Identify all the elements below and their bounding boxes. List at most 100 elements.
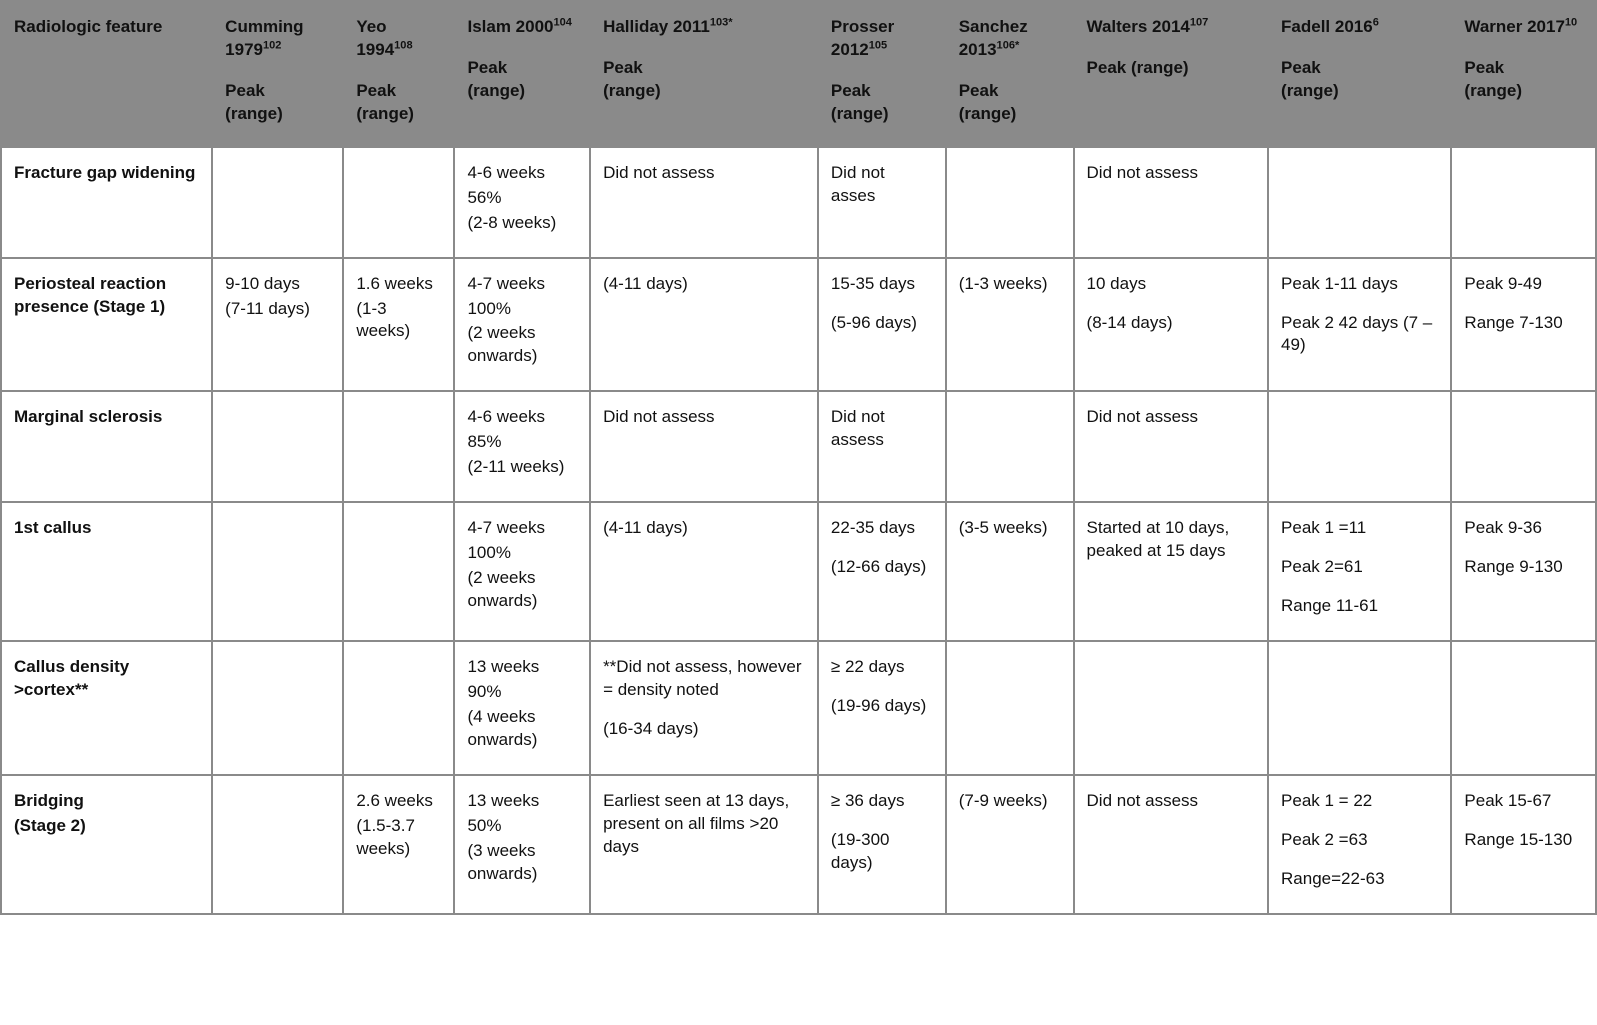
data-cell: (4-11 days) [590, 258, 818, 392]
column-subtitle: Peak (range) [959, 80, 1061, 126]
citation-superscript: 103* [710, 16, 733, 28]
data-cell: Started at 10 days, peaked at 15 days [1074, 502, 1269, 641]
data-cell: 4-7 weeks100%(2 weeks onwards) [454, 502, 590, 641]
row-label: Marginal sclerosis [1, 391, 212, 502]
table-row: Fracture gap widening 4-6 weeks56%(2-8 we… [1, 147, 1596, 258]
data-cell [212, 391, 343, 502]
column-subtitle: Peak (range) [603, 57, 805, 103]
column-subtitle: Peak (range) [1087, 57, 1256, 80]
row-label: Periosteal reaction presence (Stage 1) [1, 258, 212, 392]
column-header: Fadell 20166 Peak (range) [1268, 1, 1451, 147]
data-cell: (1-3 weeks) [946, 258, 1074, 392]
data-cell: 10 days(8-14 days) [1074, 258, 1269, 392]
data-cell: 4-7 weeks100%(2 weeks onwards) [454, 258, 590, 392]
data-cell: (7-9 weeks) [946, 775, 1074, 914]
data-cell [212, 641, 343, 775]
column-header: Halliday 2011103* Peak (range) [590, 1, 818, 147]
data-cell: 15-35 days(5-96 days) [818, 258, 946, 392]
citation-superscript: 104 [553, 16, 571, 28]
data-cell [1268, 391, 1451, 502]
data-cell: Did not assess [1074, 391, 1269, 502]
column-header: Yeo 1994108 Peak (range) [343, 1, 454, 147]
column-header: Walters 2014107 Peak (range) [1074, 1, 1269, 147]
table-row: Bridging(Stage 2) 2.6 weeks(1.5-3.7 weeks… [1, 775, 1596, 914]
data-cell: 4-6 weeks56%(2-8 weeks) [454, 147, 590, 258]
citation-superscript: 107 [1190, 16, 1208, 28]
data-cell: ≥ 22 days(19-96 days) [818, 641, 946, 775]
data-cell: 13 weeks50%(3 weeks onwards) [454, 775, 590, 914]
citation-superscript: 6 [1373, 16, 1379, 28]
data-cell: 2.6 weeks(1.5-3.7 weeks) [343, 775, 454, 914]
citation-superscript: 10 [1565, 16, 1577, 28]
column-title: Cumming 1979102 [225, 16, 330, 62]
column-title: Halliday 2011103* [603, 16, 805, 39]
column-title: Yeo 1994108 [356, 16, 441, 62]
column-title: Sanchez 2013106* [959, 16, 1061, 62]
data-cell: ≥ 36 days(19-300 days) [818, 775, 946, 914]
row-label: 1st callus [1, 502, 212, 641]
data-cell [1451, 391, 1596, 502]
table-row: Marginal sclerosis 4-6 weeks85%(2-11 week… [1, 391, 1596, 502]
column-title: Fadell 20166 [1281, 16, 1438, 39]
data-cell: Did not asses [818, 147, 946, 258]
citation-superscript: 108 [394, 39, 412, 51]
data-cell [343, 502, 454, 641]
data-cell: Did not assess [590, 147, 818, 258]
data-cell: **Did not assess, however = density note… [590, 641, 818, 775]
data-cell [946, 391, 1074, 502]
data-cell [343, 147, 454, 258]
data-cell: 1.6 weeks(1-3 weeks) [343, 258, 454, 392]
table-container: Radiologic feature Cumming 1979102 Peak (r… [0, 0, 1597, 915]
data-cell: 22-35 days (12-66 days) [818, 502, 946, 641]
column-title: Walters 2014107 [1087, 16, 1256, 39]
data-cell [1268, 641, 1451, 775]
data-cell [343, 641, 454, 775]
row-label: Bridging(Stage 2) [1, 775, 212, 914]
radiologic-feature-table: Radiologic feature Cumming 1979102 Peak (r… [0, 0, 1597, 915]
data-cell: Earliest seen at 13 days, present on all… [590, 775, 818, 914]
data-cell [946, 147, 1074, 258]
column-subtitle: Peak (range) [1464, 57, 1583, 103]
column-title: Warner 201710 [1464, 16, 1583, 39]
column-title: Radiologic feature [14, 16, 199, 39]
column-subtitle: Peak (range) [1281, 57, 1438, 103]
data-cell [212, 502, 343, 641]
citation-superscript: 105 [869, 39, 887, 51]
column-header: Cumming 1979102 Peak (range) [212, 1, 343, 147]
data-cell [1451, 641, 1596, 775]
data-cell: Peak 1-11 daysPeak 2 42 days (7 – 49) [1268, 258, 1451, 392]
row-label: Fracture gap widening [1, 147, 212, 258]
data-cell [946, 641, 1074, 775]
data-cell: Did not assess [1074, 775, 1269, 914]
table-row: Callus density >cortex** 13 weeks90%(4 we… [1, 641, 1596, 775]
table-header: Radiologic feature Cumming 1979102 Peak (r… [1, 1, 1596, 147]
column-header: Prosser 2012105Peak (range) [818, 1, 946, 147]
data-cell [1268, 147, 1451, 258]
column-subtitle: Peak (range) [356, 80, 441, 126]
table-row: Periosteal reaction presence (Stage 1) 9… [1, 258, 1596, 392]
data-cell: 9-10 days(7-11 days) [212, 258, 343, 392]
data-cell: Peak 15-67Range 15-130 [1451, 775, 1596, 914]
citation-superscript: 102 [263, 39, 281, 51]
column-title: Islam 2000104 [467, 16, 577, 39]
data-cell [1451, 147, 1596, 258]
data-cell [1074, 641, 1269, 775]
data-cell: (4-11 days) [590, 502, 818, 641]
column-header: Islam 2000104Peak (range) [454, 1, 590, 147]
column-header: Warner 201710 Peak (range) [1451, 1, 1596, 147]
data-cell: 13 weeks90%(4 weeks onwards) [454, 641, 590, 775]
data-cell: Peak 1 =11Peak 2=61Range 11-61 [1268, 502, 1451, 641]
data-cell [343, 391, 454, 502]
data-cell: Peak 1 = 22Peak 2 =63Range=22-63 [1268, 775, 1451, 914]
column-subtitle: Peak (range) [225, 80, 330, 126]
table-body: Fracture gap widening 4-6 weeks56%(2-8 we… [1, 147, 1596, 914]
row-label: Callus density >cortex** [1, 641, 212, 775]
data-cell [212, 147, 343, 258]
data-cell: 4-6 weeks85%(2-11 weeks) [454, 391, 590, 502]
data-cell: Did not assess [818, 391, 946, 502]
data-cell [212, 775, 343, 914]
citation-superscript: 106* [997, 39, 1020, 51]
data-cell: Did not assess [590, 391, 818, 502]
column-header: Radiologic feature [1, 1, 212, 147]
data-cell: Peak 9-36Range 9-130 [1451, 502, 1596, 641]
